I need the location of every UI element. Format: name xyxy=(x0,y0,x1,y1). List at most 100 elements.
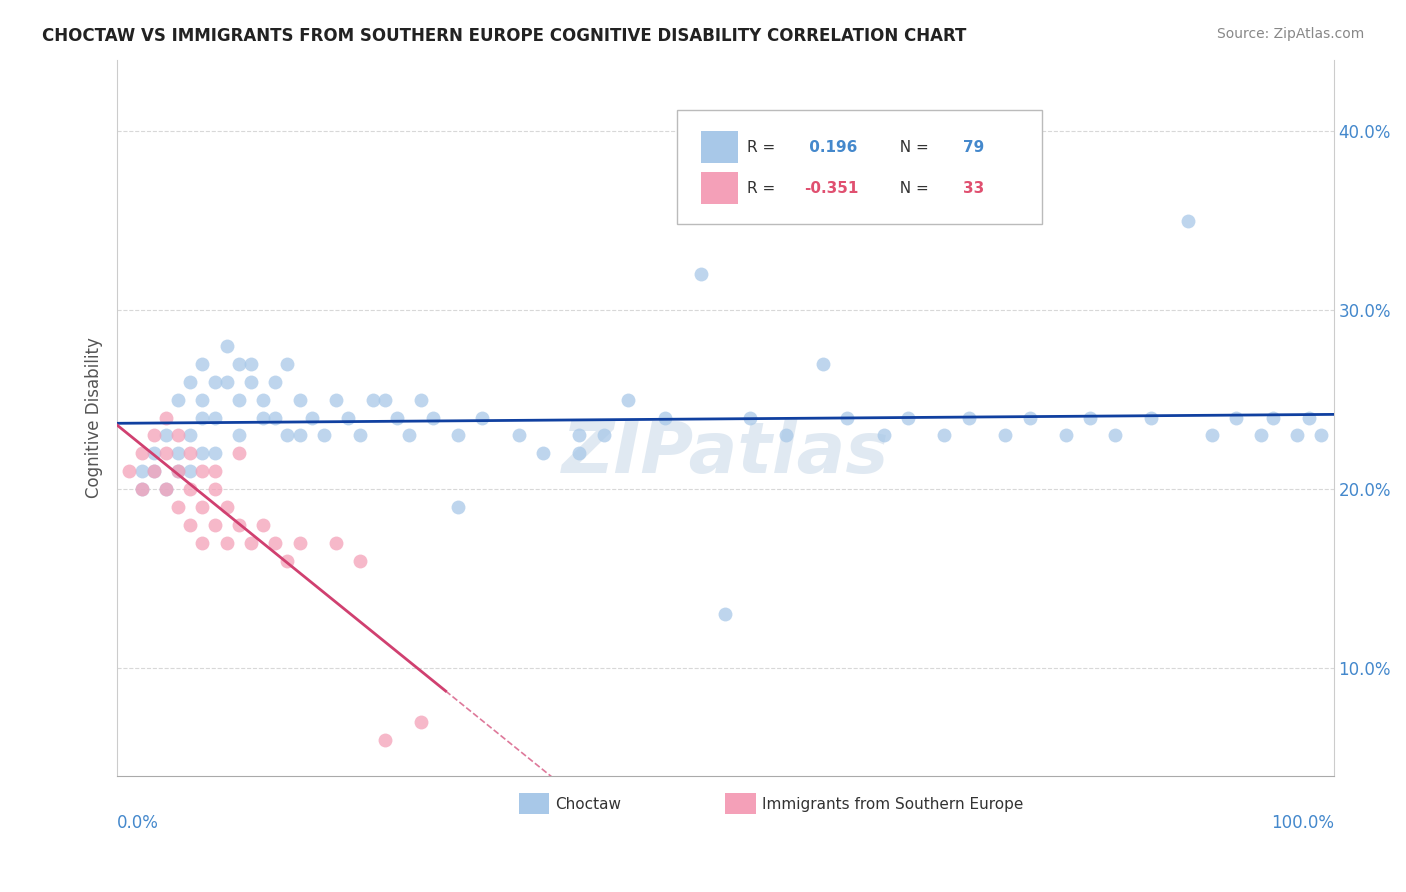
Point xyxy=(276,428,298,442)
Point xyxy=(1286,428,1309,442)
Point xyxy=(835,410,858,425)
FancyBboxPatch shape xyxy=(676,110,1042,224)
Point xyxy=(191,410,214,425)
Point xyxy=(385,410,408,425)
Point xyxy=(118,464,141,478)
Point xyxy=(1018,410,1040,425)
Point xyxy=(1104,428,1126,442)
Text: 33: 33 xyxy=(963,181,984,196)
Point xyxy=(167,464,190,478)
Point xyxy=(349,428,371,442)
Bar xyxy=(519,793,548,814)
Point xyxy=(471,410,494,425)
Bar xyxy=(725,793,756,814)
Point xyxy=(252,392,274,407)
Point xyxy=(617,392,640,407)
Text: Immigrants from Southern Europe: Immigrants from Southern Europe xyxy=(762,797,1024,812)
Point xyxy=(228,392,250,407)
Point xyxy=(228,357,250,371)
Point xyxy=(215,375,238,389)
Point xyxy=(142,464,165,478)
Point xyxy=(738,410,761,425)
Point xyxy=(447,428,470,442)
Point xyxy=(1261,410,1284,425)
Point xyxy=(568,428,591,442)
Point xyxy=(1140,410,1163,425)
Text: -0.351: -0.351 xyxy=(804,181,859,196)
Point xyxy=(167,392,190,407)
Point xyxy=(398,428,420,442)
Point xyxy=(155,482,177,496)
Point xyxy=(191,464,214,478)
Text: N =: N = xyxy=(890,140,934,155)
Text: Source: ZipAtlas.com: Source: ZipAtlas.com xyxy=(1216,27,1364,41)
Point xyxy=(155,446,177,460)
Point xyxy=(654,410,676,425)
Point xyxy=(897,410,920,425)
Y-axis label: Cognitive Disability: Cognitive Disability xyxy=(86,337,103,498)
Point xyxy=(204,518,226,533)
Point xyxy=(288,392,311,407)
Point xyxy=(811,357,834,371)
Point xyxy=(1054,428,1077,442)
Point xyxy=(325,392,347,407)
Point xyxy=(568,446,591,460)
Text: R =: R = xyxy=(748,140,780,155)
Point xyxy=(934,428,956,442)
Text: Choctaw: Choctaw xyxy=(555,797,621,812)
Point xyxy=(179,446,201,460)
Point xyxy=(131,446,153,460)
Bar xyxy=(702,131,738,163)
Point xyxy=(167,428,190,442)
Point xyxy=(204,410,226,425)
Point xyxy=(1250,428,1272,442)
Point xyxy=(191,357,214,371)
Point xyxy=(155,482,177,496)
Point xyxy=(872,428,894,442)
Point xyxy=(191,392,214,407)
Point xyxy=(142,464,165,478)
Point xyxy=(215,339,238,353)
Text: 79: 79 xyxy=(963,140,984,155)
Point xyxy=(288,536,311,550)
Point xyxy=(252,410,274,425)
Text: 0.0%: 0.0% xyxy=(117,814,159,832)
Point xyxy=(1298,410,1320,425)
Point xyxy=(228,428,250,442)
Point xyxy=(131,464,153,478)
Point xyxy=(240,536,263,550)
Point xyxy=(775,428,797,442)
Point xyxy=(204,446,226,460)
Point xyxy=(204,464,226,478)
Text: R =: R = xyxy=(748,181,780,196)
Point xyxy=(131,482,153,496)
Point xyxy=(155,428,177,442)
Point xyxy=(179,375,201,389)
Text: N =: N = xyxy=(890,181,934,196)
Point xyxy=(714,607,737,622)
Point xyxy=(179,464,201,478)
Point xyxy=(337,410,360,425)
Point xyxy=(374,732,396,747)
Point xyxy=(155,410,177,425)
Point xyxy=(179,428,201,442)
Point xyxy=(531,446,554,460)
Point xyxy=(228,446,250,460)
Point xyxy=(411,714,433,729)
Point xyxy=(204,375,226,389)
Point xyxy=(288,428,311,442)
Point xyxy=(167,500,190,514)
Point xyxy=(240,357,263,371)
Point xyxy=(422,410,444,425)
Point xyxy=(374,392,396,407)
Point xyxy=(1201,428,1223,442)
Point xyxy=(312,428,335,442)
Bar xyxy=(702,172,738,204)
Text: CHOCTAW VS IMMIGRANTS FROM SOUTHERN EUROPE COGNITIVE DISABILITY CORRELATION CHAR: CHOCTAW VS IMMIGRANTS FROM SOUTHERN EURO… xyxy=(42,27,966,45)
Point xyxy=(179,518,201,533)
Point xyxy=(131,482,153,496)
Text: 0.196: 0.196 xyxy=(804,140,858,155)
Point xyxy=(142,428,165,442)
Point xyxy=(204,482,226,496)
Point xyxy=(191,500,214,514)
